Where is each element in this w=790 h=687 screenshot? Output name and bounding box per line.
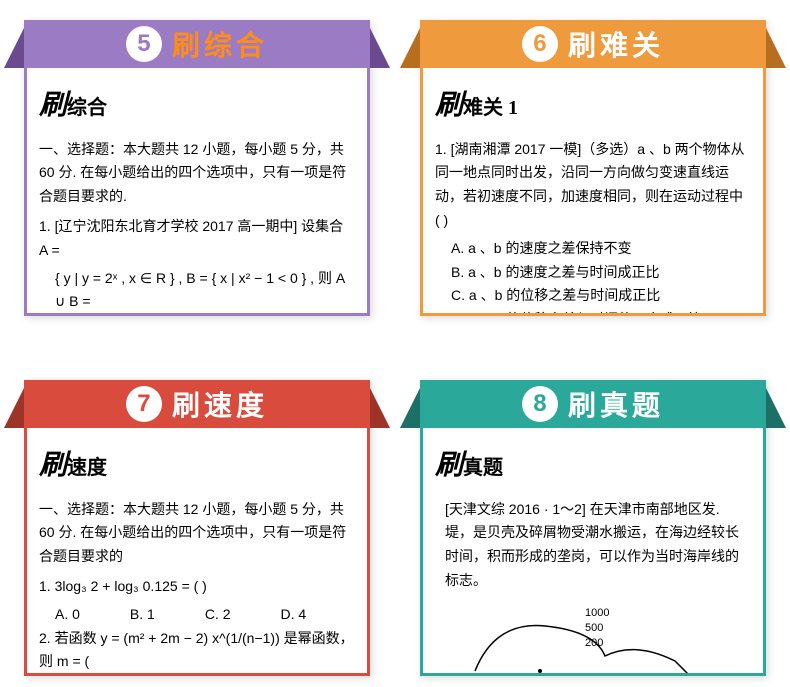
shua-8: 刷: [435, 450, 463, 481]
opt-c-6: C. a 、b 的位移之差与时间成正比: [451, 284, 751, 308]
card-body-6: 刷难关 1 1. [湖南湘潭 2017 一模]（多选）a 、b 两个物体从同一地…: [420, 68, 766, 316]
options1-7: A. 0 B. 1 C. 2 D. 4: [55, 603, 355, 627]
opt-b-6: B. a 、b 的速度之差与时间成正比: [451, 261, 751, 285]
section-title-8: 刷真题: [435, 442, 751, 490]
header-5: 5 刷综合: [24, 20, 370, 68]
fold-left-6: [400, 28, 420, 68]
q1-7: 1. 3log₃ 2 + log₃ 0.125 = ( ): [39, 575, 355, 599]
opt1b-7: B. 1: [130, 603, 155, 627]
instruction-5: 一、选择题：本大题共 12 小题，每小题 5 分，共 60 分. 在每小题给出的…: [39, 138, 355, 209]
header-title-5: 刷综合: [172, 24, 268, 64]
fold-left-7: [4, 388, 24, 428]
rest-5: 综合: [67, 97, 107, 119]
instruction-7: 一、选择题：本大题共 12 小题，每小题 5 分，共 60 分. 在每小题给出的…: [39, 498, 355, 569]
map-l1: 1000: [585, 607, 609, 619]
q2-7: 2. 若函数 y = (m² + 2m − 2) x^(1/(n−1)) 是幂函…: [39, 627, 355, 675]
fold-right-5: [370, 28, 390, 68]
opt-a-6: A. a 、b 的速度之差保持不变: [451, 237, 751, 261]
map-sketch: 1000 500 200 宝坻 图例: [435, 601, 745, 676]
card-body-8: 刷真题 [天津文综 2016 · 1～2] 在天津市南部地区发. 堤，是贝壳及碎…: [420, 428, 766, 676]
card-6: 6 刷难关 刷难关 1 1. [湖南湘潭 2017 一模]（多选）a 、b 两个…: [420, 20, 766, 316]
badge-8: 8: [522, 386, 558, 422]
fold-left-5: [4, 28, 24, 68]
header-8: 8 刷真题: [420, 380, 766, 428]
rest-7: 速度: [67, 457, 107, 479]
q1-line2-5: { y | y = 2ˣ , x ∈ R } , B = { x | x² − …: [55, 267, 355, 315]
opt1a-7: A. 0: [55, 603, 80, 627]
badge-7: 7: [126, 386, 162, 422]
badge-5: 5: [126, 26, 162, 62]
q1-5: 1. [辽宁沈阳东北育才学校 2017 高一期中] 设集合 A =: [39, 215, 355, 263]
section-title-6: 刷难关 1: [435, 82, 751, 130]
card-8: 8 刷真题 刷真题 [天津文综 2016 · 1～2] 在天津市南部地区发. 堤…: [420, 380, 766, 676]
fold-right-7: [370, 388, 390, 428]
map-spot: 宝坻: [520, 672, 542, 676]
section-title-7: 刷速度: [39, 442, 355, 490]
fold-left-8: [400, 388, 420, 428]
card-7: 7 刷速度 刷速度 一、选择题：本大题共 12 小题，每小题 5 分，共 60 …: [24, 380, 370, 676]
header-title-6: 刷难关: [568, 24, 664, 64]
opt1c-7: C. 2: [205, 603, 231, 627]
section-title-5: 刷综合: [39, 82, 355, 130]
card-5: 5 刷综合 刷综合 一、选择题：本大题共 12 小题，每小题 5 分，共 60 …: [24, 20, 370, 316]
card-body-7: 刷速度 一、选择题：本大题共 12 小题，每小题 5 分，共 60 分. 在每小…: [24, 428, 370, 676]
fold-right-8: [766, 388, 786, 428]
header-7: 7 刷速度: [24, 380, 370, 428]
shua-5: 刷: [39, 90, 67, 121]
map-l2: 500: [585, 622, 603, 634]
badge-6: 6: [522, 26, 558, 62]
fold-right-6: [766, 28, 786, 68]
rest-8: 真题: [463, 457, 503, 479]
header-title-7: 刷速度: [172, 384, 268, 424]
rest-6: 难关 1: [463, 97, 518, 119]
q1-6: 1. [湖南湘潭 2017 一模]（多选）a 、b 两个物体从同一地点同时出发，…: [435, 138, 751, 233]
shua-6: 刷: [435, 90, 463, 121]
opt-d-6: D. a 、b 的位移之差与时间的平方成正比: [451, 308, 751, 316]
q1-8: [天津文综 2016 · 1～2] 在天津市南部地区发. 堤，是贝壳及碎屑物受潮…: [445, 498, 751, 593]
map-l3: 200: [585, 637, 603, 649]
map-caption: 图例: [695, 675, 717, 676]
options-6: A. a 、b 的速度之差保持不变 B. a 、b 的速度之差与时间成正比 C.…: [451, 237, 751, 316]
header-title-8: 刷真题: [568, 384, 664, 424]
opt1d-7: D. 4: [281, 603, 307, 627]
shua-7: 刷: [39, 450, 67, 481]
header-6: 6 刷难关: [420, 20, 766, 68]
card-body-5: 刷综合 一、选择题：本大题共 12 小题，每小题 5 分，共 60 分. 在每小…: [24, 68, 370, 316]
